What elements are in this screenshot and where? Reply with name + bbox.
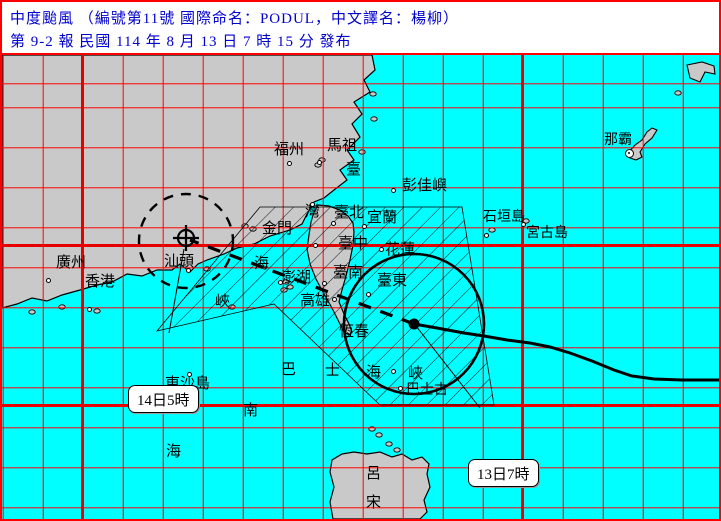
warning-area-hatch <box>155 206 495 406</box>
bulletin-title: 中度颱風 （編號第11號 國際命名：PODUL，中文譯名：楊柳） <box>10 11 459 27</box>
map-area: 福州 馬祖臺灣海峽彭佳嶼 臺北 宜蘭 臺中 花蓮 臺南 臺東 高雄 恆春 澎湖 金門 汕頭 廣州 香港 石垣島… <box>2 55 719 519</box>
forecast-center-symbol <box>173 225 199 251</box>
bulletin-header: 中度颱風 （編號第11號 國際命名：PODUL，中文譯名：楊柳） 第 9-2 報… <box>2 2 719 55</box>
current-time-label: 13日7時 <box>468 459 539 487</box>
bulletin-issue-info: 第 9-2 報 民國 114 年 8 月 13 日 7 時 15 分 發布 <box>10 34 352 50</box>
forecast-time-label: 14日5時 <box>128 385 199 413</box>
typhoon-layer <box>137 192 719 409</box>
